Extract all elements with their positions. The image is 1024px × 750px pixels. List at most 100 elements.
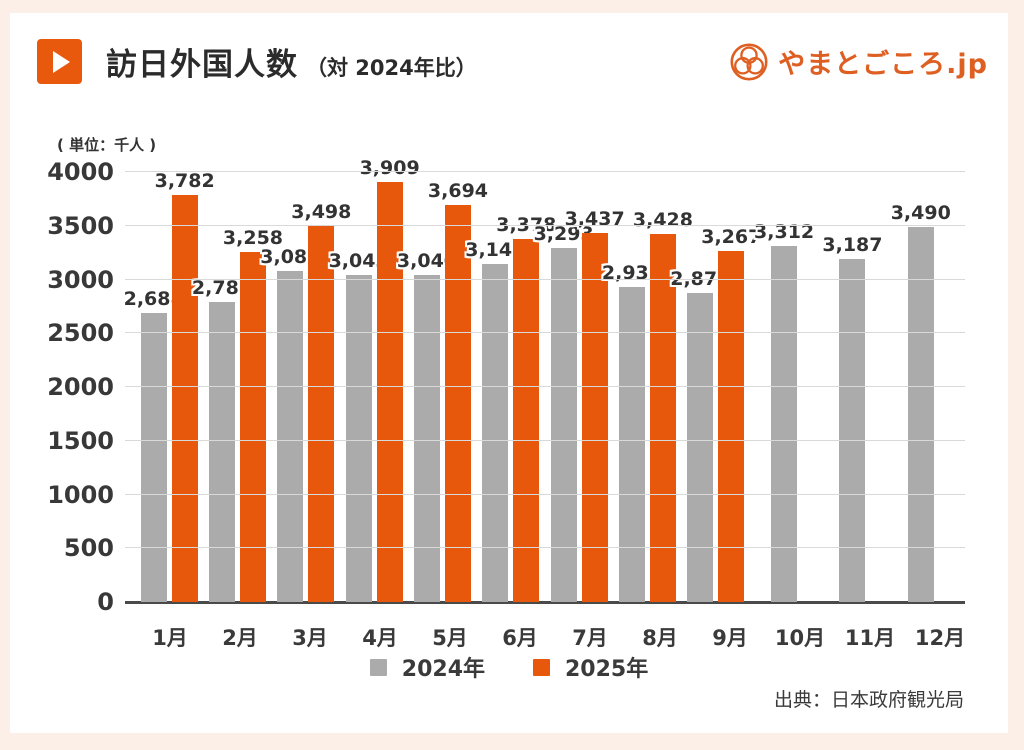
infographic-card: 訪日外国人数 （対 2024年比） やまとごころ.jp ( 単位：千人 ) 0 5…	[10, 13, 1008, 733]
bar-group-2月: 2,788 3,258	[192, 172, 283, 602]
gridline-3500	[125, 224, 965, 226]
bar-value-label: 2,688	[123, 288, 184, 311]
x-tick-label-5月: 5月	[432, 626, 468, 650]
bar-2024年-7月: 3,293	[534, 225, 594, 602]
x-tick-label-6月: 6月	[502, 626, 538, 650]
bar-groups: 2,688 3,782 2,788 3,258 3,082 3,498 3,043 3,909…	[124, 158, 965, 602]
source-note: 出典：日本政府観光局	[773, 689, 964, 711]
x-tick-label-2月: 2月	[222, 626, 258, 650]
bar-value-label: 3,498	[291, 200, 352, 223]
y-tick-label-1500: 1500	[47, 426, 114, 455]
x-tick-label-10月: 10月	[774, 626, 826, 650]
bar-group-11月: 3,187	[818, 172, 886, 602]
gridline-2500	[125, 332, 965, 334]
bar-group-10月: 3,312	[750, 172, 818, 602]
gridline-1000	[125, 493, 965, 495]
bar-2024年-10月: 3,312	[754, 222, 814, 602]
bar-group-1月: 2,688 3,782	[124, 172, 215, 602]
play-icon	[37, 39, 82, 84]
gridline-3000	[125, 278, 965, 280]
bar-2025年-5月: 3,694	[428, 181, 488, 602]
bar-value-label: 3,312	[754, 220, 815, 243]
bar-2025年-2月: 3,258	[223, 228, 283, 602]
bar-value-label: 3,909	[359, 156, 420, 179]
y-tick-label-1000: 1000	[47, 480, 114, 509]
bar-2025年-3月: 3,498	[291, 202, 351, 602]
bar-2025年-1月: 3,782	[155, 172, 215, 602]
bar-group-7月: 3,293 3,437	[534, 172, 625, 602]
y-tick-label-2500: 2500	[47, 319, 114, 348]
bar-group-6月: 3,141 3,378	[465, 172, 556, 602]
x-tick-label-1月: 1月	[152, 626, 188, 650]
x-tick-label-9月: 9月	[712, 626, 748, 650]
legend-label-2025年: 2025年	[565, 657, 649, 682]
page-title: 訪日外国人数	[106, 47, 298, 83]
x-tick-label-11月: 11月	[844, 626, 896, 650]
bar-2024年-6月: 3,141	[465, 241, 525, 602]
x-tick-label-8月: 8月	[642, 626, 678, 650]
bar-value-label: 3,293	[533, 223, 594, 246]
x-tick-label-12月: 12月	[914, 626, 966, 650]
bar-2025年-8月: 3,428	[633, 210, 693, 602]
y-tick-label-4000: 4000	[47, 158, 114, 186]
bar-group-3月: 3,082 3,498	[260, 172, 351, 602]
y-tick-label-2000: 2000	[47, 373, 114, 401]
bar-group-8月: 2,933 3,428	[602, 172, 693, 602]
bar-2024年-9月: 2,872	[670, 270, 730, 602]
x-tick-label-7月: 7月	[572, 626, 608, 650]
bar-value-label: 2,933	[601, 261, 663, 284]
bar-value-label: 2,788	[191, 277, 253, 300]
bar-2025年-4月: 3,909	[360, 158, 420, 602]
page-subtitle: （対 2024年比）	[306, 56, 477, 80]
gridline-500	[125, 547, 965, 549]
bar-2024年-2月: 2,788	[192, 279, 252, 602]
legend-item-2025年: 2025年	[533, 651, 648, 683]
legend-item-2024年: 2024年	[369, 651, 485, 683]
gridline-1500	[125, 439, 965, 441]
bar-value-label: 3,258	[222, 226, 284, 249]
bar-group-9月: 2,872 3,267	[670, 172, 761, 602]
bar-2024年-8月: 2,933	[602, 263, 662, 602]
x-axis: 1月 2月 3月 4月 5月 6月 7月 8月 9月 10月 11月 12月	[125, 609, 985, 652]
y-tick-label-0: 0	[97, 588, 114, 616]
x-axis-line	[125, 601, 965, 604]
bar-2024年-12月: 3,490	[891, 203, 951, 602]
bar-value-label: 3,267	[701, 225, 762, 248]
bar-2024年-11月: 3,187	[822, 236, 882, 602]
y-axis: 0 500 1000 1500 2000 2500 3000 3500 4000	[40, 160, 114, 614]
x-tick-label-4月: 4月	[362, 626, 398, 650]
bar-2024年-4月: 3,043	[329, 251, 389, 602]
bar-value-label: 3,428	[632, 208, 694, 231]
bar-group-12月: 3,490	[887, 172, 955, 602]
logo-text: やまとごころ.jp	[778, 49, 988, 80]
bar-value-label: 3,043	[328, 249, 389, 272]
bar-2025年-6月: 3,378	[496, 215, 556, 602]
bar-2025年-7月: 3,437	[565, 209, 625, 602]
bar-group-5月: 3,040 3,694	[397, 172, 488, 602]
bar-value-label: 3,040	[396, 250, 458, 273]
legend-swatch-2024年	[369, 658, 387, 676]
title-wrap: 訪日外国人数 （対 2024年比）	[106, 39, 477, 84]
gridline-4000	[125, 171, 965, 172]
logo: やまとごころ.jp	[729, 42, 988, 82]
bar-2024年-5月: 3,040	[397, 252, 457, 602]
legend-swatch-2025年	[533, 658, 550, 676]
bar-value-label: 3,082	[260, 245, 321, 268]
bar-value-label: 3,490	[890, 201, 951, 224]
bar-2024年-1月: 2,688	[124, 290, 184, 602]
bar-2024年-3月: 3,082	[260, 247, 320, 602]
x-tick-label-3月: 3月	[292, 626, 328, 650]
legend: 2024年 2025年	[10, 651, 1008, 683]
plot-area: 2,688 3,782 2,788 3,258 3,082 3,498 3,043 3,909…	[124, 158, 965, 604]
y-tick-label-3500: 3500	[47, 211, 114, 240]
bar-value-label: 3,141	[465, 239, 526, 262]
bar-value-label: 3,437	[564, 207, 625, 230]
bar-group-4月: 3,043 3,909	[329, 158, 420, 602]
bar-2025年-9月: 3,267	[701, 227, 761, 602]
unit-label: ( 単位：千人 )	[57, 136, 157, 154]
bar-value-label: 3,782	[154, 170, 215, 193]
gridline-2000	[125, 386, 965, 387]
bar-value-label: 3,694	[427, 179, 489, 202]
logo-trefoil-icon	[729, 42, 769, 82]
y-tick-label-500: 500	[63, 534, 114, 563]
